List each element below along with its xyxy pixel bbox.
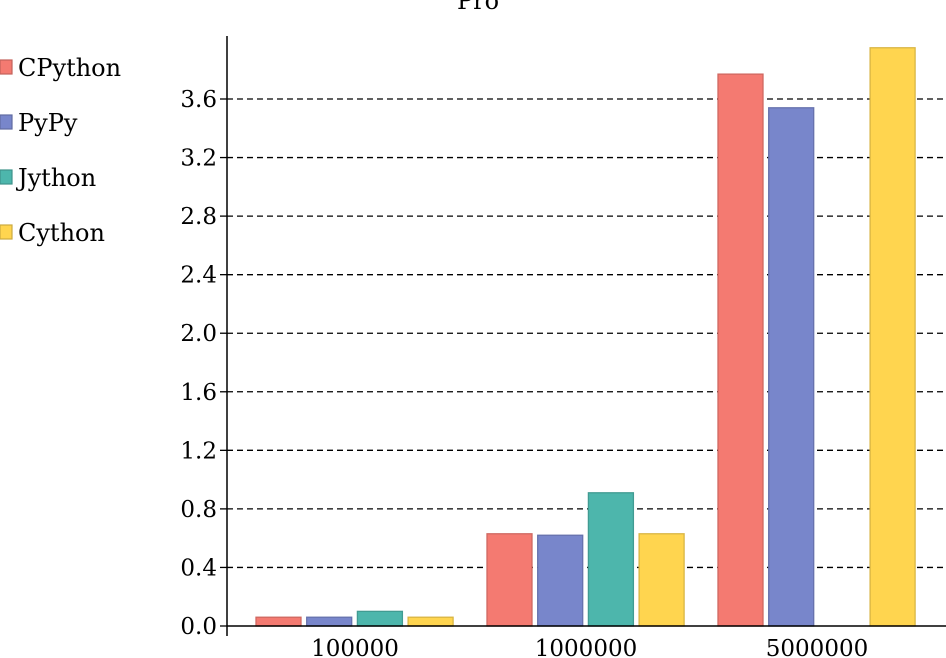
bars [255,47,916,627]
x-tick-label: 5000000 [766,636,868,658]
y-tick-label: 1.2 [180,438,217,464]
y-tick-label: 3.6 [180,87,217,113]
legend-swatch-jython [0,169,13,185]
legend-swatch-pypy [0,114,13,130]
legend-label-jython: Jython [15,164,96,192]
y-tick-label: 2.4 [180,263,217,289]
bar-jython-100000 [356,610,404,627]
gridlines [227,98,946,569]
bar-cpython-1000000 [486,533,533,627]
bar-cython-5000000 [869,47,916,627]
bar-cpython-100000 [255,616,302,627]
legend-swatch-cpython [0,59,13,75]
bar-cpython-5000000 [717,73,764,627]
legend-swatch-cython [0,224,13,240]
legend-label-pypy: PyPy [18,109,78,137]
chart-title: Pro [457,0,499,15]
y-tick-label: 3.2 [180,146,217,172]
x-axis-ticks: 100000 1000000 5000000 [311,636,868,658]
bar-cython-1000000 [638,533,685,627]
y-tick-label: 2.8 [180,204,217,230]
bar-pypy-1000000 [537,534,584,627]
bar-pypy-100000 [306,616,353,627]
axes [226,36,946,636]
y-tick-label: 2.0 [180,321,217,347]
y-tick-label: 1.6 [180,380,217,406]
bar-jython-1000000 [587,492,635,627]
y-tick-label: 0.8 [180,497,217,523]
bar-pypy-5000000 [768,107,815,627]
legend-label-cython: Cython [18,219,105,247]
x-tick-label: 1000000 [535,636,637,658]
y-tick-label: 0.0 [180,614,217,640]
legend-label-cpython: CPython [18,54,121,82]
y-axis-ticks: 0.0 0.4 0.8 1.2 1.6 2.0 2.4 2.8 3.2 3.6 [180,87,227,640]
legend: CPython PyPy Jython Cython [0,54,121,247]
x-tick-label: 100000 [311,636,399,658]
bar-cython-100000 [407,616,454,627]
y-tick-label: 0.4 [180,555,217,581]
